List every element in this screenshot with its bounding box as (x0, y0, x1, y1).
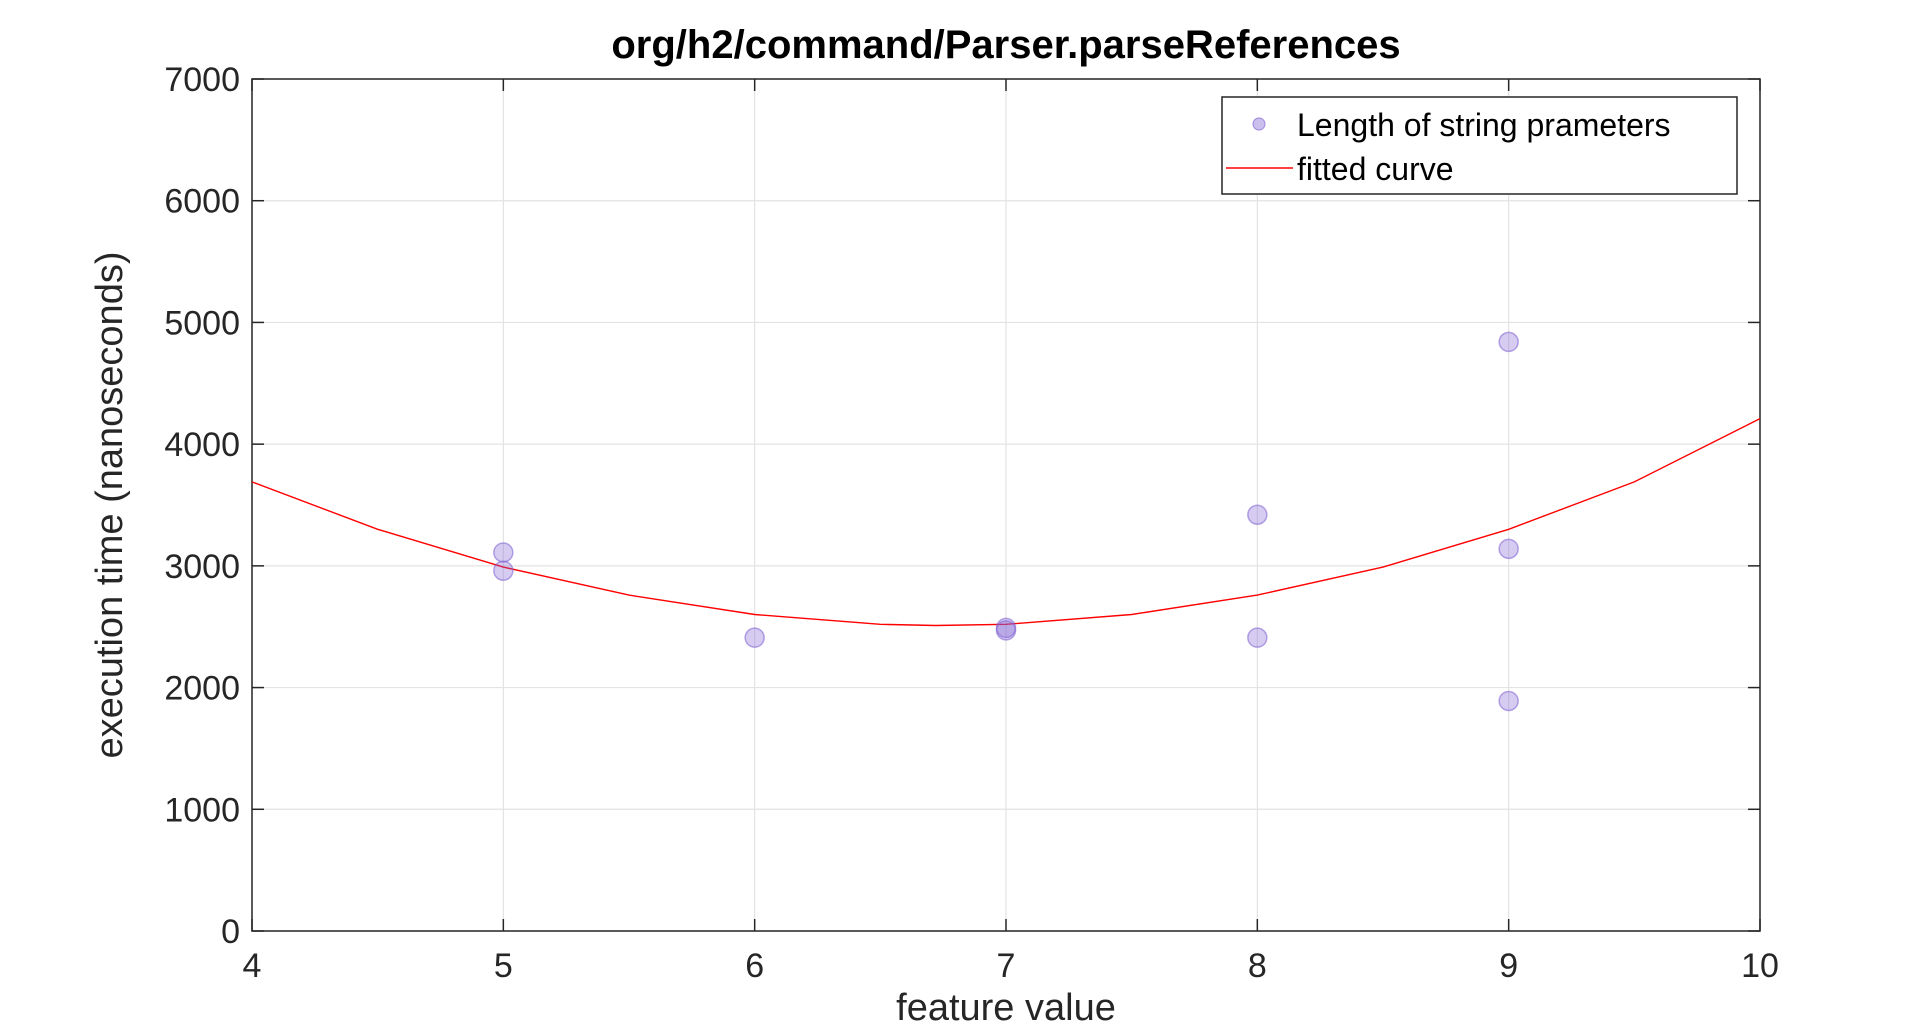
scatter-point (493, 560, 514, 581)
y-tick-label: 0 (221, 913, 240, 951)
scatter-point (744, 627, 765, 648)
legend-label-fit: fitted curve (1297, 151, 1454, 187)
y-tick-label: 5000 (164, 304, 240, 342)
fitted-curve-line (251, 417, 1761, 627)
x-tick-label: 4 (243, 947, 262, 985)
scatter-point (1498, 538, 1519, 560)
scatter-point (1247, 627, 1268, 648)
y-tick-label: 6000 (164, 183, 240, 221)
y-tick-label: 1000 (164, 791, 240, 829)
scatter-point (1247, 504, 1268, 525)
y-tick-label: 4000 (164, 426, 240, 464)
scatter-point (1498, 690, 1519, 712)
scatter-point (995, 620, 1017, 641)
chart-title: org/h2/command/Parser.parseReferences (611, 23, 1400, 67)
legend-box (1221, 96, 1738, 195)
legend: Length of string prameters fitted curve (1221, 96, 1738, 195)
x-tick-label: 9 (1499, 947, 1518, 985)
y-axis-label: execution time (nanoseconds) (89, 252, 131, 759)
y-tick-label: 7000 (164, 61, 240, 99)
x-tick-label: 6 (745, 947, 764, 985)
x-tick-label: 10 (1741, 947, 1779, 985)
legend-label-scatter: Length of string prameters (1297, 107, 1671, 143)
y-tick-label: 3000 (164, 548, 240, 586)
x-tick-label: 5 (494, 947, 513, 985)
x-tick-label: 7 (997, 947, 1016, 985)
x-tick-label: 8 (1248, 947, 1267, 985)
scatter-point (493, 542, 514, 563)
y-tick-label: 2000 (164, 670, 240, 708)
series-layer (251, 331, 1761, 712)
ticks: 4 5 6 7 8 9 10 0 1000 2000 3000 4000 5000 6000 7000 (164, 61, 1779, 985)
x-axis-label: feature value (896, 987, 1116, 1029)
scatter-point (1498, 331, 1519, 353)
legend-marker-scatter (1252, 117, 1266, 131)
